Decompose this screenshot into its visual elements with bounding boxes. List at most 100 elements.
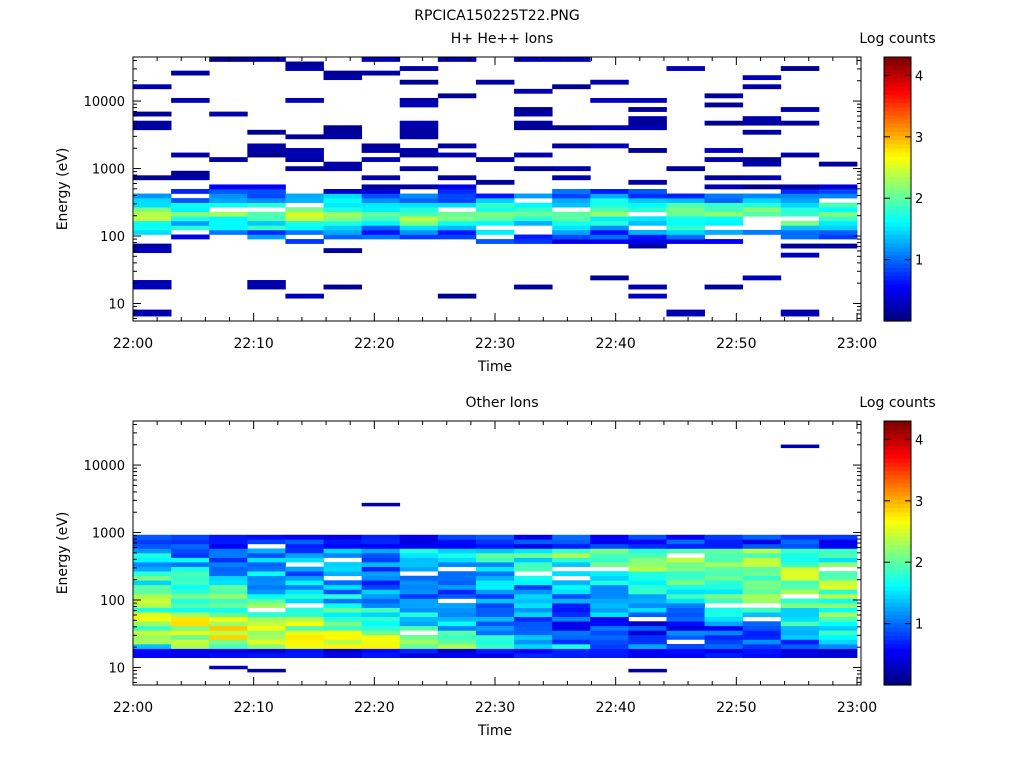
spectrogram-cell xyxy=(399,603,439,608)
spectrogram-cell xyxy=(437,575,477,581)
spectrogram-cell xyxy=(285,148,324,153)
spectrogram-cell xyxy=(323,612,363,618)
spectrogram-cell xyxy=(742,562,782,567)
spectrogram-cell xyxy=(552,166,591,172)
spectrogram-cell xyxy=(247,621,286,627)
colorbar-segment xyxy=(884,234,911,240)
spectrogram-cell xyxy=(590,220,629,226)
spectrogram-cell xyxy=(742,557,782,563)
spectrogram-cell xyxy=(437,229,477,235)
spectrogram-cell xyxy=(742,653,782,658)
spectrogram-cell xyxy=(323,70,363,76)
spectrogram-cell xyxy=(742,589,782,595)
spectrogram-cell xyxy=(475,220,515,226)
spectrogram-cell xyxy=(742,575,782,581)
spectrogram-cell xyxy=(171,616,210,622)
spectrogram-cell xyxy=(399,152,439,158)
spectrogram-cell xyxy=(704,198,744,203)
spectrogram-cell xyxy=(209,598,248,604)
spectrogram-cell xyxy=(133,280,172,285)
colorbar-segment xyxy=(884,433,911,439)
spectrogram-cell xyxy=(628,612,667,618)
spectrogram-cell xyxy=(133,175,172,181)
spectrogram-cell xyxy=(361,189,401,194)
spectrogram-cell xyxy=(666,593,705,599)
spectrogram-cell xyxy=(514,220,553,226)
spectrogram-cell xyxy=(704,216,744,222)
spectrogram-cell xyxy=(552,653,591,658)
spectrogram-cell xyxy=(209,225,248,231)
spectrogram-cell xyxy=(818,161,858,167)
spectrogram-cell xyxy=(247,280,286,285)
spectrogram-cell xyxy=(742,580,782,586)
spectrogram-cell xyxy=(666,543,705,549)
spectrogram-cell xyxy=(590,198,629,203)
spectrogram-cell xyxy=(323,202,363,208)
spectrogram-cell xyxy=(704,202,744,208)
spectrogram-cell xyxy=(437,612,477,618)
spectrogram-cell xyxy=(628,557,667,563)
y-tick-label: 1000 xyxy=(92,527,125,542)
x-tick-label: 22:10 xyxy=(233,700,273,716)
spectrogram-cell xyxy=(209,580,248,586)
spectrogram-cell xyxy=(742,612,782,618)
colorbar-segment xyxy=(884,631,911,637)
spectrogram-cell xyxy=(437,653,477,658)
spectrogram-cell xyxy=(552,239,591,244)
spectrogram-cell xyxy=(399,580,439,586)
colorbar-segment xyxy=(884,664,911,670)
spectrogram-cell xyxy=(247,202,286,208)
spectrogram-cell xyxy=(209,229,248,235)
spectrogram-cell xyxy=(361,502,401,507)
spectrogram-cell xyxy=(133,603,172,608)
colorbar-segment xyxy=(884,672,911,678)
spectrogram-cell xyxy=(742,630,782,636)
spectrogram-cell xyxy=(628,603,667,608)
spectrogram-cell xyxy=(361,566,401,572)
spectrogram-cell xyxy=(399,543,439,549)
spectrogram-cell xyxy=(704,184,744,190)
spectrogram-cell xyxy=(590,225,629,231)
spectrogram-cell xyxy=(666,225,705,231)
spectrogram-cell xyxy=(475,648,515,654)
spectrogram-cell xyxy=(628,229,667,235)
spectrogram-cell xyxy=(361,603,401,608)
spectrogram-cell xyxy=(780,309,820,317)
spectrogram-cell xyxy=(323,648,363,654)
colorbar-label: Log counts xyxy=(859,395,935,411)
spectrogram-cell xyxy=(666,603,705,608)
spectrogram-cell xyxy=(133,571,172,577)
spectrogram-cell xyxy=(171,225,210,231)
spectrogram-cell xyxy=(628,630,667,636)
spectrogram-cell xyxy=(590,216,629,222)
spectrogram-cell xyxy=(514,553,553,558)
spectrogram-cell xyxy=(399,97,439,103)
spectrogram-cell xyxy=(552,539,591,545)
spectrogram-cell xyxy=(399,584,439,590)
colorbar-segment xyxy=(884,312,911,318)
spectrogram-cell xyxy=(628,120,667,126)
spectrogram-cell xyxy=(437,616,477,622)
spectrogram-cell xyxy=(247,184,286,190)
colorbar-segment xyxy=(884,610,911,616)
spectrogram-cell xyxy=(133,625,172,631)
colorbar-segment xyxy=(884,288,911,293)
spectrogram-cell xyxy=(133,621,172,627)
spectrogram-cell xyxy=(171,575,210,581)
spectrogram-cell xyxy=(323,593,363,599)
spectrogram-cell xyxy=(475,207,515,213)
spectrogram-cell xyxy=(818,584,858,590)
spectrogram-cell xyxy=(171,557,210,563)
spectrogram-cell xyxy=(399,220,439,226)
spectrogram-cell xyxy=(818,639,858,645)
colorbar-segment xyxy=(884,222,911,227)
spectrogram-cell xyxy=(437,93,477,99)
spectrogram-cell xyxy=(399,589,439,595)
x-tick-label: 22:30 xyxy=(475,700,515,716)
panel-title: H+ He++ Ions xyxy=(451,31,554,47)
spectrogram-cell xyxy=(552,57,591,62)
spectrogram-cell xyxy=(399,553,439,558)
spectrogram-cell xyxy=(171,198,210,203)
spectrogram-cell xyxy=(285,589,324,595)
spectrogram-cell xyxy=(323,193,363,199)
